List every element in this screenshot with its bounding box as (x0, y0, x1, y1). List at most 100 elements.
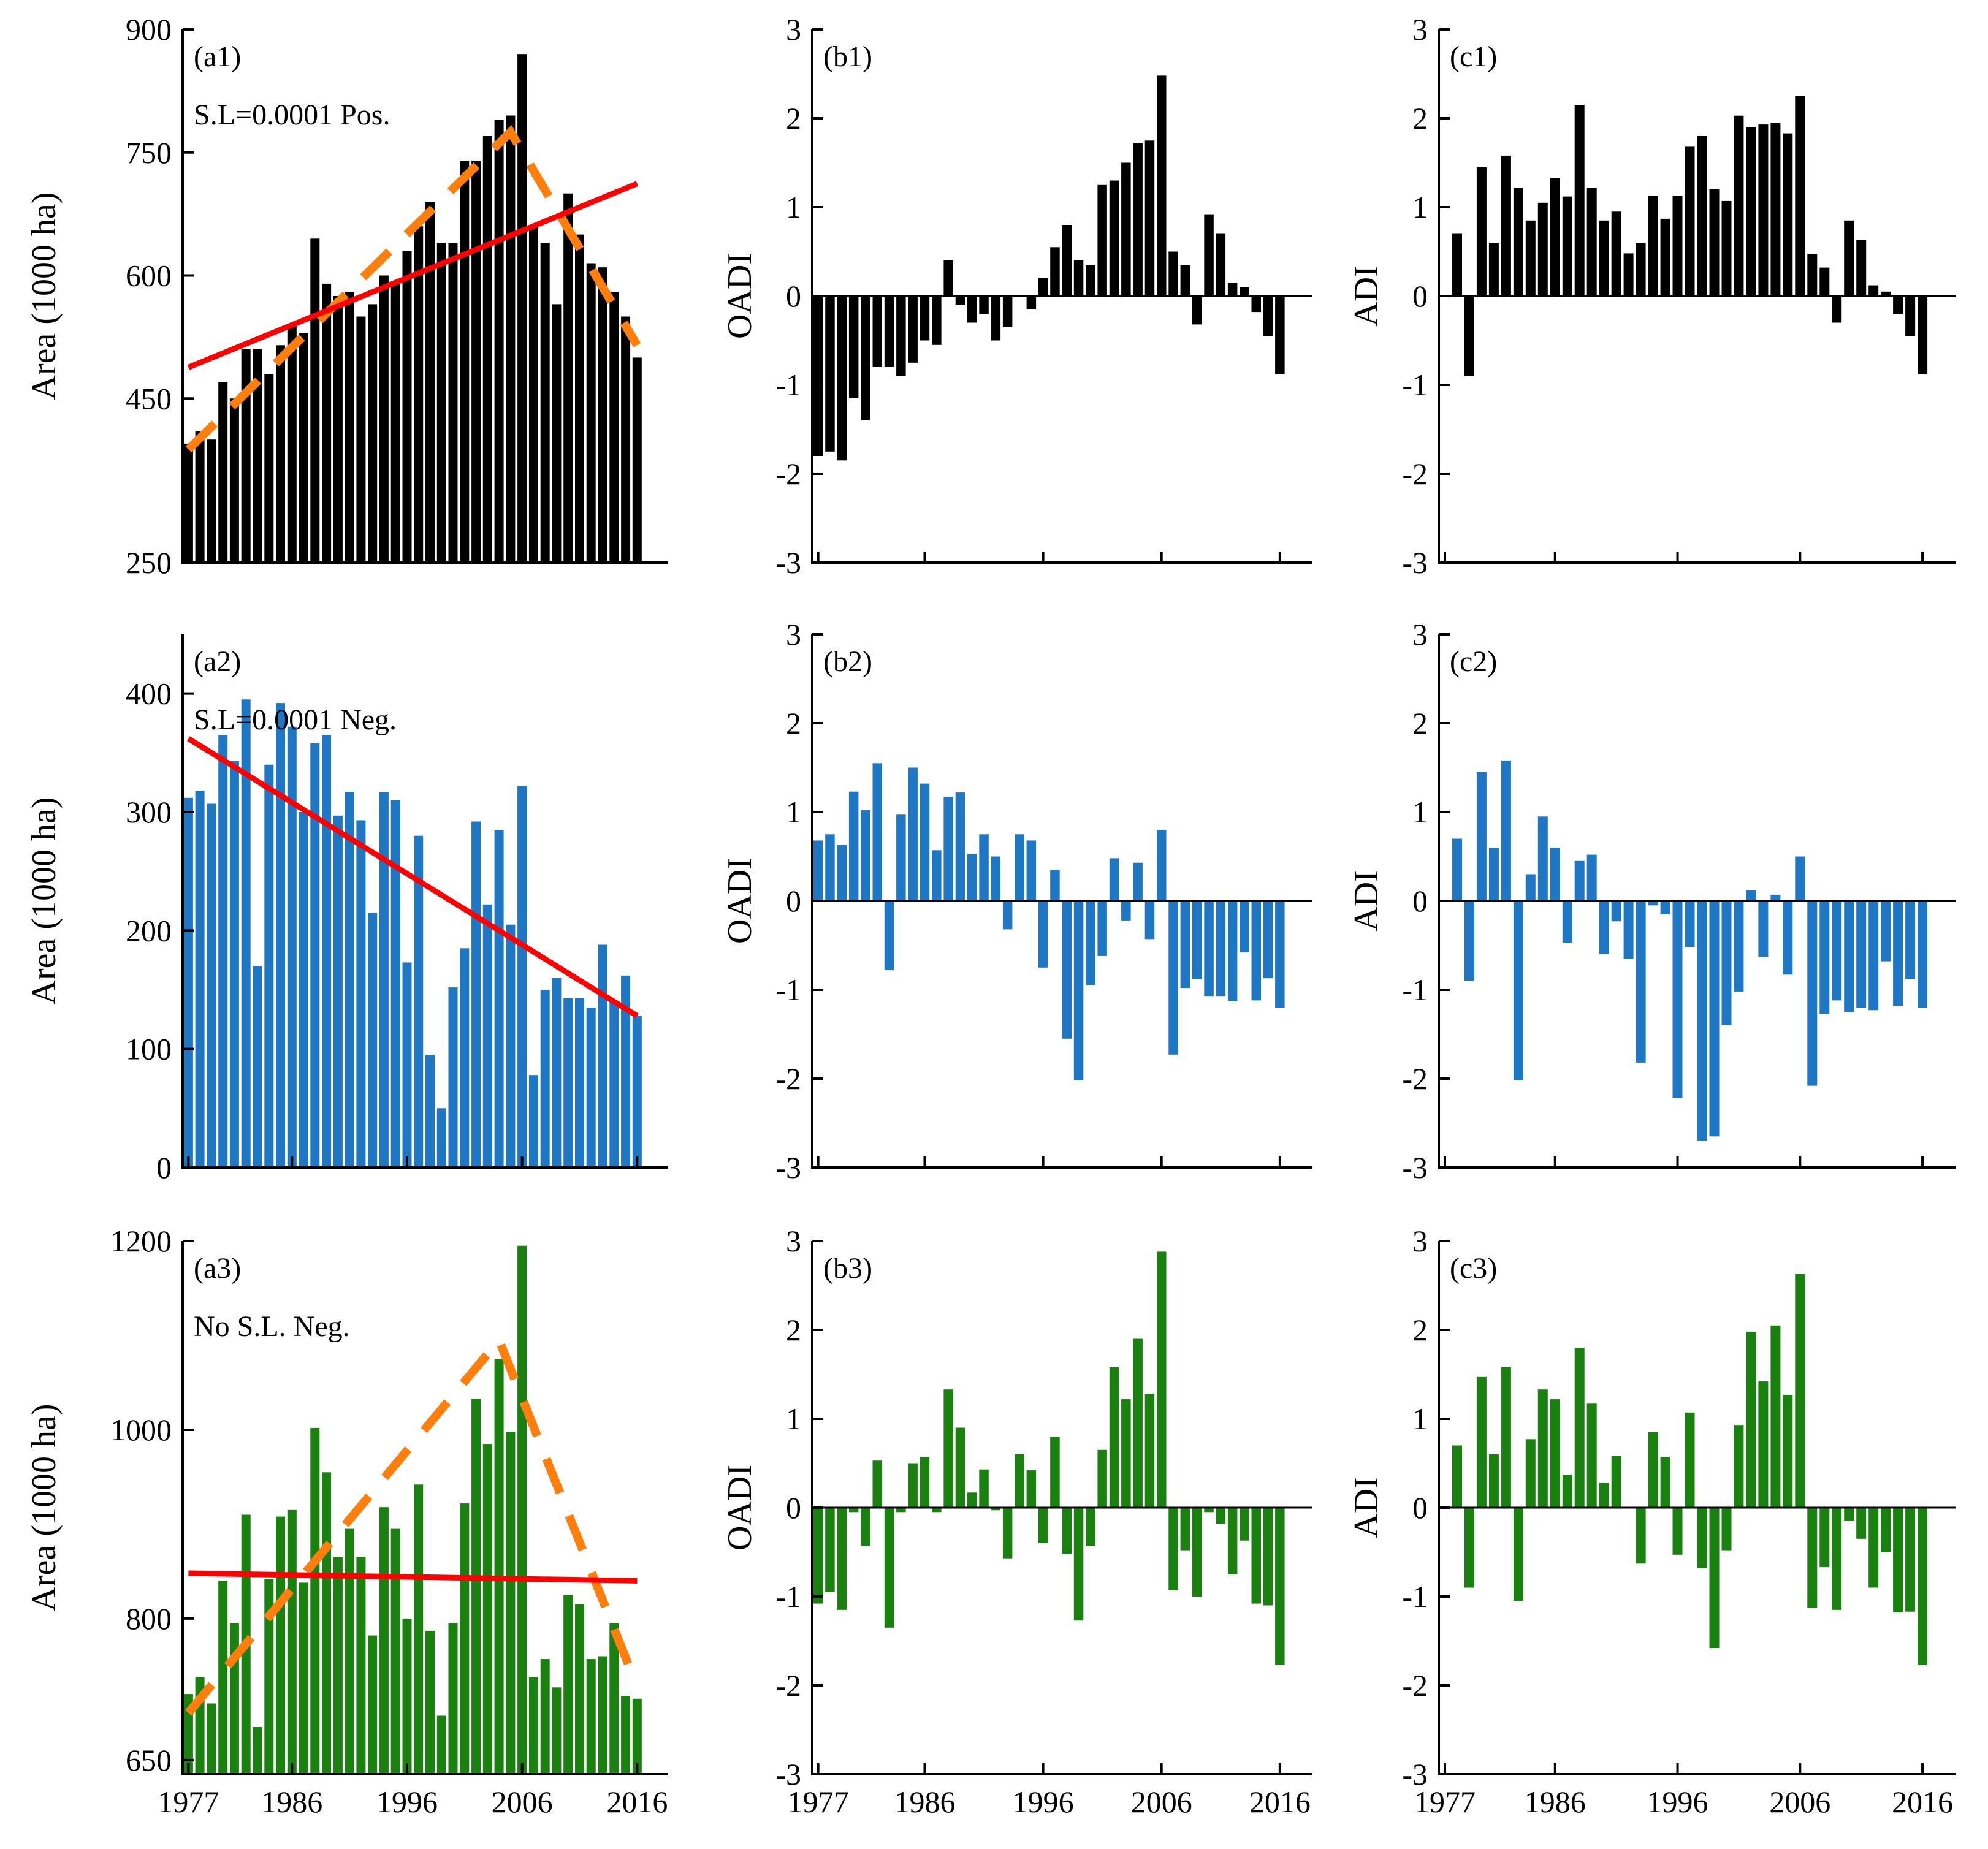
bar-a3-1989 (322, 1472, 332, 1774)
bar-c3-2009 (1832, 1508, 1842, 1610)
bar-b1-1989 (955, 296, 965, 305)
ytick-label-a2-4: 400 (126, 677, 172, 711)
bar-c2-1990 (1599, 901, 1609, 954)
bar-c1-2010 (1844, 220, 1854, 297)
bar-b3-1999 (1073, 1508, 1084, 1621)
ytick-label-b2-5: 2 (786, 706, 801, 740)
ylabel-a1: Area (1000 ha) (25, 192, 63, 400)
bar-c2-1988 (1574, 860, 1585, 902)
bar-a2-1978 (195, 791, 205, 1167)
bar-c1-1980 (1476, 167, 1487, 297)
bar-c2-2010 (1844, 901, 1854, 1012)
ytick-label-b1-5: 2 (786, 101, 801, 135)
bar-b3-2006 (1157, 1251, 1167, 1508)
ytick-label-b1-0: -3 (775, 545, 801, 580)
bar-b1-2004 (1133, 143, 1143, 296)
bar-c2-1989 (1586, 854, 1597, 901)
bar-a2-1994 (379, 792, 389, 1167)
bar-b3-1986 (920, 1457, 930, 1508)
bar-b3-1977 (813, 1508, 823, 1604)
bar-a3-1997 (414, 1484, 424, 1774)
bar-c2-2009 (1832, 901, 1842, 1001)
ytick-label-a3-2: 1000 (110, 1413, 172, 1447)
bar-a1-1996 (402, 251, 412, 563)
bar-b1-1987 (932, 296, 942, 345)
bar-b3-1997 (1050, 1437, 1060, 1508)
bar-b2-2016 (1275, 901, 1285, 1008)
bar-a3-1994 (379, 1507, 389, 1774)
bar-a3-1984 (264, 1579, 274, 1774)
bar-b3-1979 (837, 1508, 847, 1610)
ytick-label-b2-4: 1 (786, 795, 801, 829)
bar-b1-2013 (1240, 287, 1249, 296)
ytick-label-c3-1: -2 (1402, 1668, 1428, 1703)
bar-a3-1995 (390, 1528, 400, 1774)
bar-b2-2008 (1180, 901, 1190, 989)
bar-c1-1978 (1452, 233, 1462, 296)
bar-a3-1990 (333, 1557, 343, 1774)
bar-b2-1992 (991, 856, 1001, 901)
ytick-label-a3-0: 650 (126, 1743, 172, 1777)
bar-b1-2010 (1204, 214, 1214, 296)
bar-b2-1977 (813, 840, 823, 901)
bar-b2-1999 (1073, 901, 1084, 1080)
bar-c3-1980 (1476, 1376, 1487, 1508)
bar-c3-1997 (1685, 1412, 1695, 1508)
bar-b1-1992 (991, 296, 1001, 341)
panel-c2: -3 -2 -1 0 1 2 3 (c2) ADI (1347, 617, 1956, 1185)
bar-c2-2015 (1905, 901, 1916, 979)
bar-a1-1983 (253, 349, 262, 563)
bar-a1-1999 (436, 243, 446, 563)
bar-c1-1991 (1611, 211, 1621, 297)
bar-a3-2016 (632, 1698, 642, 1774)
bar-b1-2016 (1275, 296, 1285, 374)
ytick-label-a1-2: 600 (126, 259, 172, 293)
panel-a3: 650 800 1000 1200 1977 1986 1996 2006 2016 (a3) No… (25, 1224, 668, 1819)
bar-c1-1997 (1685, 146, 1695, 296)
bar-b2-2002 (1109, 858, 1119, 901)
bar-c3-1986 (1550, 1399, 1560, 1508)
bar-a1-1980 (218, 382, 228, 563)
bar-c1-2012 (1868, 285, 1879, 296)
ytick-label-a2-3: 300 (126, 795, 172, 829)
bar-a1-1982 (241, 349, 251, 563)
bar-a1-2014 (609, 292, 619, 563)
bar-a1-2003 (482, 136, 492, 563)
bar-c1-2001 (1734, 115, 1744, 296)
bar-a3-1986 (287, 1509, 297, 1774)
bar-c1-2011 (1856, 240, 1867, 296)
ytick-label-b3-5: 2 (786, 1313, 801, 1347)
xtick-label-c3-0: 1977 (1414, 1785, 1476, 1819)
bar-b1-1998 (1062, 225, 1072, 296)
xtick-label-a3-2: 1996 (376, 1785, 438, 1819)
bar-a1-1979 (207, 439, 216, 563)
annotation-a1: S.L=0.0001 Pos. (194, 99, 390, 131)
bar-b1-1990 (967, 296, 977, 323)
xtick-label-a3-1: 1986 (261, 1785, 322, 1819)
bar-a3-2003 (482, 1444, 492, 1774)
bar-a1-1985 (276, 345, 285, 563)
panel-label-b1: (b1) (823, 40, 872, 73)
bar-a1-2012 (586, 263, 596, 563)
bar-c1-2005 (1783, 133, 1793, 296)
ytick-label-c1-2: -1 (1402, 368, 1428, 402)
bar-b2-2009 (1192, 901, 1202, 979)
bar-b3-1992 (991, 1508, 1001, 1511)
bar-c3-1996 (1672, 1508, 1683, 1555)
bar-a1-2000 (448, 243, 458, 563)
bar-a2-2000 (448, 987, 458, 1167)
bar-b1-1979 (837, 296, 847, 461)
ytick-label-a3-3: 1200 (110, 1224, 172, 1258)
bar-c3-2015 (1905, 1508, 1916, 1612)
ytick-label-b1-4: 1 (786, 190, 801, 224)
panel-label-a2: (a2) (194, 645, 241, 678)
bar-b1-1997 (1050, 247, 1060, 297)
bar-a2-2003 (482, 904, 492, 1167)
bar-a2-1987 (299, 812, 308, 1167)
bar-c1-2013 (1881, 291, 1891, 297)
bar-a2-1998 (425, 1055, 435, 1167)
bar-c1-1999 (1709, 189, 1720, 296)
bar-c2-1980 (1476, 772, 1487, 902)
piecewise-trend-a1 (185, 125, 641, 453)
ytick-label-c3-0: -3 (1402, 1757, 1428, 1791)
